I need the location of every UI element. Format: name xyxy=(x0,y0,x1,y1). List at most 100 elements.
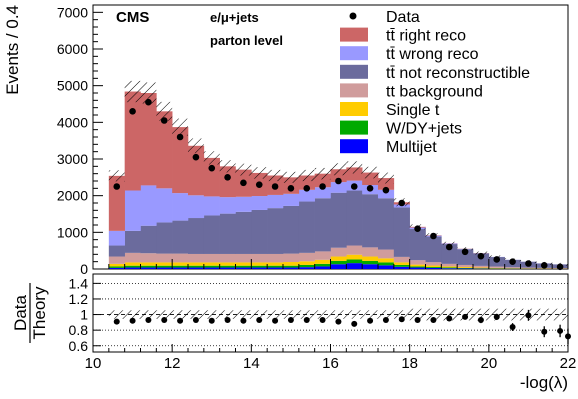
y-tick-label: 2000 xyxy=(57,188,88,204)
x-tick-label: 14 xyxy=(243,355,260,372)
stack-bar xyxy=(267,195,283,208)
y-tick-label: 3000 xyxy=(57,151,88,167)
stack-bar xyxy=(505,267,521,268)
x-tick-label: 22 xyxy=(560,355,577,372)
data-point xyxy=(351,183,358,190)
ratio-point xyxy=(525,312,531,318)
stack-bar xyxy=(125,253,141,263)
ratio-point xyxy=(478,317,484,323)
y-tick-label: 5000 xyxy=(57,78,88,94)
stack-bar xyxy=(489,267,505,268)
ratio-point xyxy=(446,315,452,321)
stack-bar xyxy=(204,262,220,265)
stack-bar xyxy=(125,92,141,191)
data-point xyxy=(525,260,532,267)
ratio-point xyxy=(130,318,136,324)
data-point xyxy=(319,183,326,190)
stack-bar xyxy=(188,254,204,262)
stack-bar xyxy=(251,210,267,254)
stack-bar xyxy=(315,264,331,267)
uncertainty-hatch xyxy=(299,170,315,181)
legend-swatch xyxy=(340,28,368,42)
stack-bar xyxy=(156,268,172,269)
stack-bar xyxy=(141,268,157,269)
legend-label: Single t xyxy=(386,102,440,119)
stack-bar xyxy=(299,202,315,253)
stack-bar xyxy=(457,268,473,269)
ratio-point xyxy=(541,329,547,335)
stack-bar xyxy=(172,266,188,268)
stack-bar xyxy=(331,264,347,269)
stack-bar xyxy=(331,261,347,264)
x-tick-label: 20 xyxy=(480,355,497,372)
ratio-point xyxy=(430,317,436,323)
stack-bar xyxy=(172,262,188,265)
legend-label: tt̄ not reconstructible xyxy=(386,65,530,82)
uncertainty-hatch xyxy=(236,164,252,176)
stack-bar xyxy=(362,261,378,264)
stack-bar xyxy=(188,268,204,269)
ratio-y-title-top: Data xyxy=(11,295,30,331)
legend-label: tt̄ wrong reco xyxy=(386,46,479,63)
data-point xyxy=(509,258,516,265)
ratio-hatch xyxy=(125,310,141,319)
stack-bar xyxy=(204,254,220,262)
stack-bar xyxy=(331,193,347,248)
stack-bar xyxy=(426,262,442,265)
uncertainty-hatch xyxy=(125,81,141,102)
uncertainty-hatch xyxy=(109,170,125,181)
stack-bar xyxy=(315,251,331,259)
stack-bar xyxy=(125,268,141,269)
stack-bar xyxy=(394,257,410,263)
stack-bar xyxy=(188,218,204,254)
stack-bar xyxy=(473,268,489,269)
data-point xyxy=(430,233,437,240)
data-point xyxy=(145,99,152,106)
stack-bar xyxy=(346,246,362,255)
stack-bar xyxy=(283,194,299,206)
ratio-hatch xyxy=(362,310,378,319)
uncertainty-hatch xyxy=(378,173,394,184)
stack-bar xyxy=(251,254,267,262)
ratio-point xyxy=(415,317,421,323)
stack-bar xyxy=(283,268,299,269)
stack-bar xyxy=(236,254,252,262)
stack-bar xyxy=(267,254,283,262)
ratio-point xyxy=(462,314,468,320)
stack-bar xyxy=(441,264,457,267)
uncertainty-hatch xyxy=(172,119,188,136)
stack-bar xyxy=(394,265,410,267)
stack-bar xyxy=(283,262,299,266)
stack-bar xyxy=(457,265,473,267)
data-point xyxy=(193,154,200,161)
legend-label: tt background xyxy=(386,83,483,100)
legend-swatch xyxy=(340,83,368,97)
ratio-tick-label: 1.4 xyxy=(69,275,89,291)
stack-bar xyxy=(220,254,236,262)
uncertainty-hatch xyxy=(220,160,236,172)
ratio-hatch xyxy=(331,310,347,319)
ratio-point xyxy=(114,319,120,325)
ratio-point xyxy=(304,317,310,323)
ratio-hatch xyxy=(552,309,568,321)
stack-bar xyxy=(521,268,537,269)
data-point xyxy=(256,181,263,188)
ratio-point xyxy=(557,328,563,334)
stack-bar xyxy=(362,257,378,261)
x-tick-label: 10 xyxy=(85,355,102,372)
stack-bar xyxy=(188,195,204,218)
legend-label: Multijet xyxy=(386,139,437,156)
data-point xyxy=(224,174,231,181)
data-point xyxy=(383,187,390,194)
ratio-point xyxy=(351,321,357,327)
stack-bar xyxy=(362,264,378,269)
stack-bar xyxy=(251,266,267,268)
stack-bar xyxy=(410,266,426,267)
uncertainty-hatch xyxy=(251,167,267,179)
ratio-point xyxy=(367,318,373,324)
stack-bar xyxy=(188,262,204,265)
legend-swatch xyxy=(340,121,368,135)
stack-bar xyxy=(156,262,172,265)
stack-bar xyxy=(410,268,426,269)
